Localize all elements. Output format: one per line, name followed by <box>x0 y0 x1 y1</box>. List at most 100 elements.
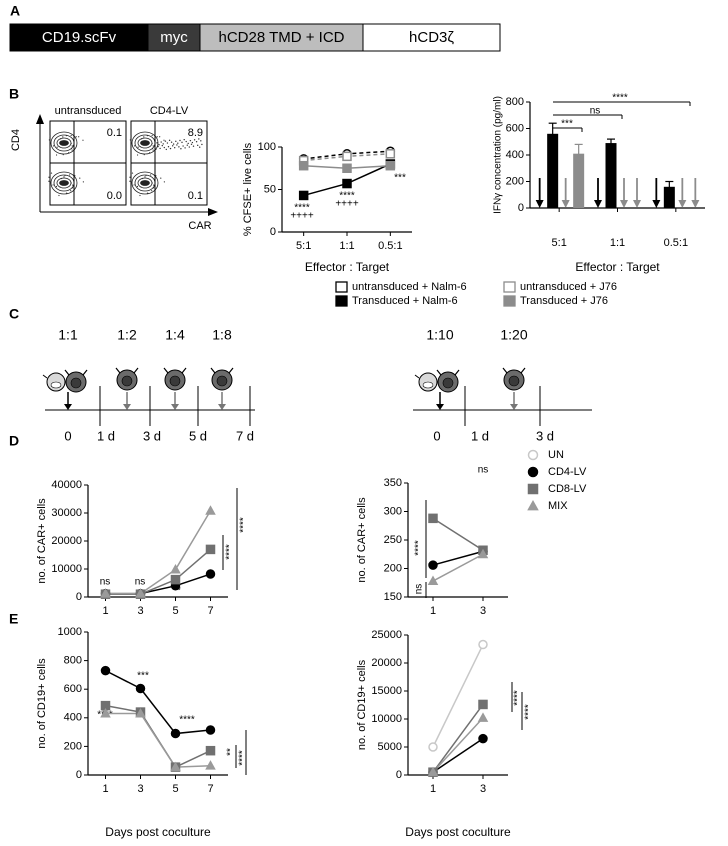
car <box>133 367 139 374</box>
panel-label: E <box>9 611 18 627</box>
annotation: **** <box>524 704 535 720</box>
y-tick-label: 10000 <box>51 563 82 575</box>
car <box>454 369 460 376</box>
day-label: 0 <box>64 428 71 443</box>
y-tick-label: 400 <box>64 712 82 724</box>
legend-label: CD4-LV <box>548 466 587 478</box>
nucleus <box>508 375 520 387</box>
x-tick-label: 1 <box>102 783 108 795</box>
arrow-head <box>633 200 641 208</box>
event <box>181 141 183 144</box>
y-tick-label: 800 <box>64 655 82 667</box>
annotation: **** <box>612 93 628 104</box>
event <box>72 187 74 189</box>
event <box>60 138 62 140</box>
annotation: *** <box>394 173 406 184</box>
annotation: **** <box>225 544 236 560</box>
arrow-head <box>594 200 602 208</box>
event <box>66 192 68 194</box>
event <box>72 184 74 186</box>
marker <box>428 560 438 570</box>
nucleus <box>50 381 62 389</box>
event <box>147 192 149 194</box>
annotation: ns <box>414 584 425 595</box>
y-tick-label: 0 <box>76 769 82 781</box>
y-tick-label: 150 <box>384 591 402 603</box>
event <box>198 138 200 140</box>
y-tick-label: 200 <box>64 740 82 752</box>
y-tick-label: 100 <box>258 141 276 153</box>
annotation: ns <box>590 106 601 117</box>
marker <box>298 190 309 201</box>
marker <box>428 513 438 524</box>
x-axis-label: Effector : Target <box>575 260 660 274</box>
event <box>150 174 152 176</box>
event <box>140 186 142 188</box>
x-tick-label: 0.5:1 <box>378 240 402 252</box>
marker <box>205 725 216 735</box>
flow-x-label: CAR <box>188 220 211 232</box>
series-line <box>105 573 211 595</box>
event <box>130 135 132 137</box>
event <box>151 143 153 145</box>
event <box>75 136 77 138</box>
event <box>143 153 145 156</box>
annotation: ++++ <box>290 211 314 222</box>
event <box>50 181 52 183</box>
event <box>65 135 68 137</box>
event <box>163 181 165 183</box>
annotation: **** <box>414 540 425 556</box>
event <box>131 142 133 144</box>
day-label: 3 d <box>143 428 161 443</box>
event <box>161 144 163 147</box>
x-tick-label: 5:1 <box>552 237 567 249</box>
y-tick-label: 400 <box>506 149 524 161</box>
ratio-label: 1:8 <box>212 327 232 343</box>
x-tick-label: 3 <box>480 605 486 617</box>
annotation: *** <box>561 119 573 130</box>
marker <box>527 483 539 495</box>
marker <box>100 665 111 676</box>
flow-title: untransduced <box>55 105 122 117</box>
marker <box>100 588 111 598</box>
car <box>210 367 216 374</box>
event <box>146 135 149 137</box>
ratio-label: 1:20 <box>500 327 527 343</box>
event <box>131 181 133 183</box>
x-tick-label: 7 <box>207 605 213 617</box>
event <box>183 138 185 141</box>
arrow-head <box>652 200 661 208</box>
arrow-head <box>691 200 700 208</box>
marker <box>205 505 216 515</box>
event <box>199 146 201 148</box>
legend-label: untransduced + J76 <box>520 281 617 293</box>
event <box>158 144 160 146</box>
event <box>184 147 186 149</box>
event <box>160 141 162 143</box>
panel-label: D <box>9 433 19 449</box>
event <box>187 142 189 145</box>
annotation: **** <box>239 517 250 533</box>
marker <box>342 163 352 173</box>
event <box>58 194 60 197</box>
event <box>129 176 131 178</box>
construct-label: myc <box>160 29 188 46</box>
flow-y-label: CD4 <box>10 129 22 151</box>
effector-cell <box>211 369 233 391</box>
nucleus <box>121 375 133 387</box>
event <box>149 152 151 154</box>
car <box>163 367 169 374</box>
car <box>82 369 88 376</box>
annotation: **** <box>179 715 195 726</box>
marker <box>427 766 439 777</box>
y-tick-label: 250 <box>384 534 402 546</box>
y-axis-label: no. of CD19+ cells <box>356 659 368 750</box>
marker <box>477 712 489 722</box>
event <box>151 190 153 192</box>
arrow-head <box>64 404 72 410</box>
y-tick-label: 0 <box>518 202 524 214</box>
marker <box>527 466 539 478</box>
event <box>56 146 58 148</box>
y-tick-label: 600 <box>506 122 524 134</box>
